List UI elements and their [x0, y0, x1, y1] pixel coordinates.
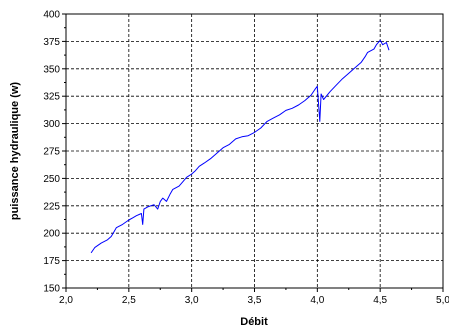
y-tick-label: 275: [43, 147, 60, 158]
grid: [66, 14, 443, 288]
x-tick-label: 4,0: [310, 295, 324, 306]
x-tick-label: 2,0: [59, 295, 73, 306]
y-tick-labels: 150 175 200 225 250 275 300 325 350 375 400: [43, 10, 60, 295]
y-axis-title: puissance hydraulique (w): [9, 82, 21, 220]
y-tick-label: 200: [43, 229, 60, 240]
y-tick-label: 325: [43, 92, 60, 103]
x-tick-labels: 2,0 2,5 3,0 3,5 4,0 4,5 5,0: [59, 295, 449, 306]
x-tick-label: 3,0: [185, 295, 199, 306]
y-tick-label: 350: [43, 64, 60, 75]
x-tick-label: 5,0: [436, 295, 449, 306]
x-tick-label: 2,5: [122, 295, 136, 306]
y-tick-label: 150: [43, 284, 60, 295]
y-tick-label: 175: [43, 256, 60, 267]
series-line: [90, 39, 390, 254]
x-tick-label: 4,5: [373, 295, 387, 306]
plot-frame: [65, 13, 444, 289]
y-tick-label: 375: [43, 37, 60, 48]
y-tick-label: 225: [43, 201, 60, 212]
x-tick-label: 3,5: [248, 295, 262, 306]
y-tick-label: 400: [43, 10, 60, 21]
y-tick-label: 300: [43, 119, 60, 130]
x-axis-title: Débit: [240, 316, 268, 328]
y-tick-label: 250: [43, 174, 60, 185]
